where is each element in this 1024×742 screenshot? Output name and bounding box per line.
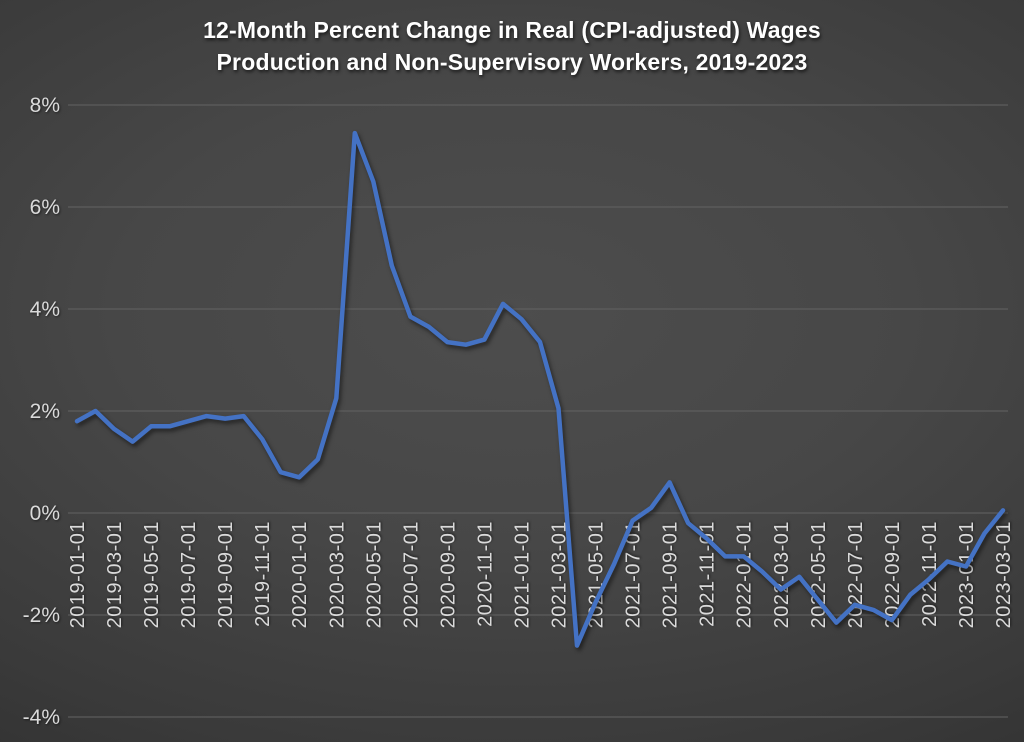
x-tick-label: 2022-05-01 bbox=[808, 521, 830, 628]
x-axis-labels: 2019-01-01 2019-03-01 2019-05-01 2019-07-01… bbox=[67, 521, 1015, 628]
x-tick-label: 2020-05-01 bbox=[363, 521, 385, 628]
x-tick-label: 2019-03-01 bbox=[104, 521, 126, 628]
x-tick-label: 2020-07-01 bbox=[400, 521, 422, 628]
chart-title-line1: 12-Month Percent Change in Real (CPI-adj… bbox=[203, 17, 821, 43]
x-tick-label: 2019-07-01 bbox=[178, 521, 200, 628]
x-tick-label: 2020-01-01 bbox=[289, 521, 311, 628]
x-tick-label: 2022-01-01 bbox=[734, 521, 756, 628]
x-tick-label: 2019-09-01 bbox=[215, 521, 237, 628]
y-tick-label: 8% bbox=[30, 94, 60, 117]
x-tick-label: 2021-09-01 bbox=[660, 521, 682, 628]
x-tick-label: 2021-07-01 bbox=[623, 521, 645, 628]
x-tick-label: 2021-05-01 bbox=[586, 521, 608, 628]
gridlines bbox=[68, 104, 1008, 718]
y-tick-label: 2% bbox=[30, 400, 60, 423]
x-tick-label: 2019-01-01 bbox=[67, 521, 89, 628]
y-tick-label: -2% bbox=[23, 604, 60, 627]
chart-title: 12-Month Percent Change in Real (CPI-adj… bbox=[0, 14, 1024, 78]
x-tick-label: 2022-03-01 bbox=[771, 521, 793, 628]
x-tick-label: 2019-05-01 bbox=[141, 521, 163, 628]
wage-line bbox=[74, 130, 1006, 648]
x-tick-label: 2022-09-01 bbox=[882, 521, 904, 628]
y-tick-label: 0% bbox=[30, 502, 60, 525]
x-tick-label: 2020-03-01 bbox=[326, 521, 348, 628]
x-tick-label: 2023-01-01 bbox=[956, 521, 978, 628]
x-tick-label: 2020-09-01 bbox=[437, 521, 459, 628]
y-tick-label: -4% bbox=[23, 706, 60, 729]
x-tick-label: 2019-11-01 bbox=[252, 521, 274, 627]
x-tick-label: 2022-07-01 bbox=[845, 521, 867, 628]
x-tick-label: 2020-11-01 bbox=[474, 521, 496, 627]
x-tick-label: 2023-03-01 bbox=[993, 521, 1015, 628]
y-axis-labels: 8% 6% 4% 2% 0% -2% -4% bbox=[23, 94, 60, 729]
x-tick-label: 2022-11-01 bbox=[919, 521, 941, 627]
x-tick-label: 2021-03-01 bbox=[549, 521, 571, 628]
data-series bbox=[74, 130, 1006, 648]
chart-title-line2: Production and Non-Supervisory Workers, … bbox=[216, 49, 808, 75]
y-tick-label: 6% bbox=[30, 196, 60, 219]
y-tick-label: 4% bbox=[30, 298, 60, 321]
x-tick-label: 2021-01-01 bbox=[511, 521, 533, 628]
